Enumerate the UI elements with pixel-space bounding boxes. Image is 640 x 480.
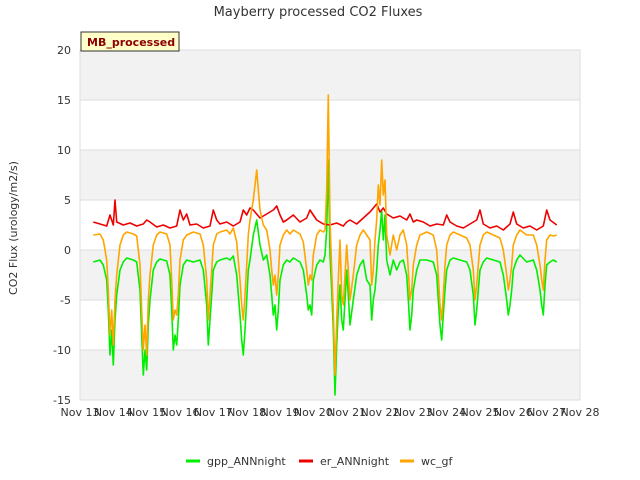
chart-title: Mayberry processed CO2 Fluxes — [214, 5, 423, 20]
plot-band — [80, 300, 580, 350]
y-axis-label: CO2 Flux (urology/m2/s) — [7, 161, 20, 295]
badge-box — [80, 31, 180, 52]
legend-label-er_ANNnight: er_ANNnight — [320, 455, 390, 468]
x-tick-label: Nov 18 — [227, 406, 266, 419]
x-tick-label: Nov 23 — [394, 406, 433, 419]
x-tick-label: Nov 17 — [194, 406, 233, 419]
y-tick-label: -5 — [60, 294, 71, 307]
x-tick-label: Nov 25 — [461, 406, 500, 419]
legend: gpp_ANNnight er_ANNnight wc_gf — [186, 455, 454, 468]
x-tick-label: Nov 22 — [361, 406, 400, 419]
series-line-gpp_ANNnight — [93, 159, 558, 396]
plot-band — [80, 50, 580, 100]
y-tick-label: -15 — [53, 394, 71, 407]
y-tick-label: 0 — [64, 244, 71, 257]
x-tick-label: Nov 15 — [127, 406, 166, 419]
x-tick-label: Nov 21 — [327, 406, 366, 419]
y-tick-label: 5 — [64, 194, 71, 207]
y-tick-label: 20 — [57, 44, 71, 57]
x-tick-label: Nov 16 — [161, 406, 200, 419]
x-tick-label: Nov 13 — [61, 406, 100, 419]
series-layer — [93, 94, 558, 396]
x-tick-label: Nov 27 — [527, 406, 566, 419]
series-line-wc_gf — [93, 94, 557, 376]
y-tick-label: 15 — [57, 94, 71, 107]
x-tick-label: Nov 14 — [94, 406, 133, 419]
series-line-er_ANNnight — [93, 199, 558, 231]
plot-frame — [79, 49, 581, 401]
x-tick-label: Nov 26 — [494, 406, 533, 419]
x-tick-label: Nov 24 — [427, 406, 466, 419]
legend-label-wc_gf: wc_gf — [421, 455, 454, 468]
x-tick-label: Nov 20 — [294, 406, 333, 419]
x-tick-label: Nov 28 — [561, 406, 600, 419]
plot-band — [80, 100, 580, 150]
y-tick-label: 10 — [57, 144, 71, 157]
y-tick-label: -10 — [53, 344, 71, 357]
x-tick-label: Nov 19 — [261, 406, 300, 419]
plot-band — [80, 350, 580, 400]
legend-label-gpp_ANNnight: gpp_ANNnight — [207, 455, 286, 468]
badge-label: MB_processed — [87, 36, 175, 49]
y-tick-labels: -15 -10 -5 0 5 10 15 20 — [53, 44, 71, 407]
badge: MB_processed — [80, 31, 180, 52]
